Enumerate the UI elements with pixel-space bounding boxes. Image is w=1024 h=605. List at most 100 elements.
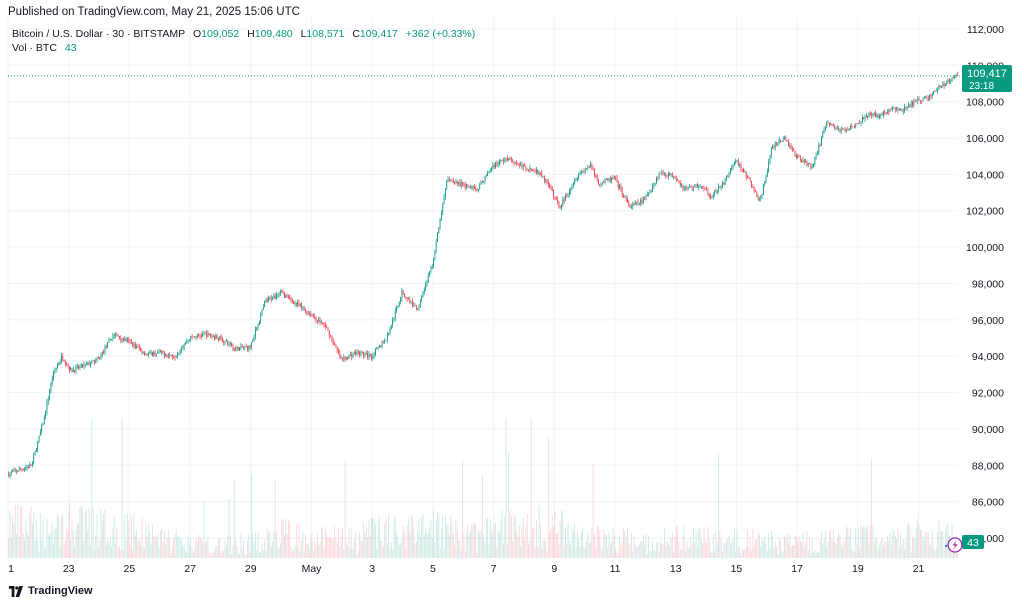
candle-body <box>113 335 115 337</box>
last-price-label: 109,417 23:18 <box>962 65 1012 92</box>
candle-body <box>496 162 498 165</box>
candle-body <box>414 305 416 307</box>
volume-bar <box>30 505 32 558</box>
last-price-value: 109,417 <box>967 68 1007 80</box>
candle-body <box>741 168 743 170</box>
candle-body <box>558 201 560 207</box>
candle-body <box>12 471 14 473</box>
candle-body <box>731 166 733 170</box>
symbol-description[interactable]: Bitcoin / U.S. Dollar · 30 · BITSTAMP <box>12 28 186 40</box>
candle-body <box>739 164 741 166</box>
candle-body <box>309 312 310 314</box>
volume-bar <box>778 537 780 558</box>
candle-body <box>945 84 946 86</box>
volume-bar <box>492 532 494 558</box>
candle-body <box>740 164 742 169</box>
volume-bar <box>772 535 774 558</box>
candle-body <box>749 177 751 182</box>
candle-body <box>406 297 408 300</box>
candle-body <box>819 144 821 146</box>
volume-bar <box>145 521 147 558</box>
candle-body <box>112 335 114 339</box>
candle-body <box>912 101 913 106</box>
volume-bar <box>240 533 242 558</box>
candle-body <box>846 129 847 131</box>
candle-body <box>712 195 714 198</box>
candle-body <box>53 371 54 379</box>
volume-bar <box>109 536 111 558</box>
volume-label[interactable]: Vol · BTC <box>12 42 57 54</box>
volume-bar <box>879 543 880 558</box>
candle-body <box>415 305 417 309</box>
volume-bar <box>330 537 332 558</box>
candle-body <box>268 298 269 301</box>
volume-bar <box>818 551 820 558</box>
volume-bar <box>266 528 268 558</box>
candle-body <box>206 333 207 338</box>
volume-bar <box>649 550 651 558</box>
candle-body <box>529 167 531 172</box>
tradingview-branding[interactable]: TradingView <box>8 585 93 597</box>
candle-body <box>21 469 23 471</box>
volume-bar <box>760 546 762 558</box>
candle-body <box>861 117 863 122</box>
volume-bar <box>258 552 260 558</box>
candle-body <box>61 355 62 362</box>
volume-bar <box>850 528 851 558</box>
volume-bar <box>604 533 606 558</box>
candle-body <box>363 352 364 356</box>
volume-bar <box>728 535 730 558</box>
candle-body <box>154 352 156 355</box>
volume-bar <box>376 548 378 558</box>
candle-body <box>100 354 102 359</box>
candle-body <box>134 343 136 348</box>
candle-body <box>698 186 700 188</box>
volume-bar <box>148 525 149 558</box>
candle-body <box>578 174 580 178</box>
volume-bar <box>790 545 792 558</box>
candle-body <box>434 251 436 260</box>
candle-body <box>514 162 516 164</box>
candle-body <box>937 89 938 91</box>
volume-bar <box>78 523 79 558</box>
candle-body <box>371 356 372 359</box>
candle-body <box>163 352 165 356</box>
volume-bar <box>466 531 467 558</box>
candle-body <box>665 173 667 176</box>
volume-bar <box>290 547 292 558</box>
volume-bar <box>418 517 420 558</box>
volume-bar <box>373 518 375 558</box>
volume-bar <box>462 460 463 558</box>
volume-bar <box>218 539 219 558</box>
volume-bar <box>187 535 189 558</box>
volume-bar <box>609 543 611 558</box>
candle-body <box>228 343 230 345</box>
volume-bar <box>88 508 90 558</box>
x-tick-label: 17 <box>791 563 803 575</box>
volume-bar <box>381 539 383 558</box>
candle-body <box>645 196 647 200</box>
volume-bar <box>123 549 124 558</box>
lightning-icon[interactable] <box>945 537 963 553</box>
candle-body <box>220 335 222 339</box>
candle-body <box>863 117 865 119</box>
volume-bar <box>170 553 172 558</box>
volume-bar <box>569 540 570 558</box>
volume-bar <box>756 539 758 558</box>
volume-bar <box>755 539 756 558</box>
volume-bar <box>524 539 525 558</box>
candle-body <box>412 301 413 306</box>
candle-body <box>887 111 888 114</box>
volume-bar <box>522 517 524 558</box>
volume-bar <box>278 546 280 558</box>
candle-body <box>394 310 396 318</box>
volume-bar <box>605 534 607 558</box>
candle-body <box>94 360 95 363</box>
volume-bar <box>744 549 746 558</box>
candle-body <box>30 464 32 466</box>
candle-body <box>876 114 878 117</box>
volume-bar <box>860 525 862 558</box>
candle-body <box>294 302 296 305</box>
candle-body <box>41 425 43 433</box>
